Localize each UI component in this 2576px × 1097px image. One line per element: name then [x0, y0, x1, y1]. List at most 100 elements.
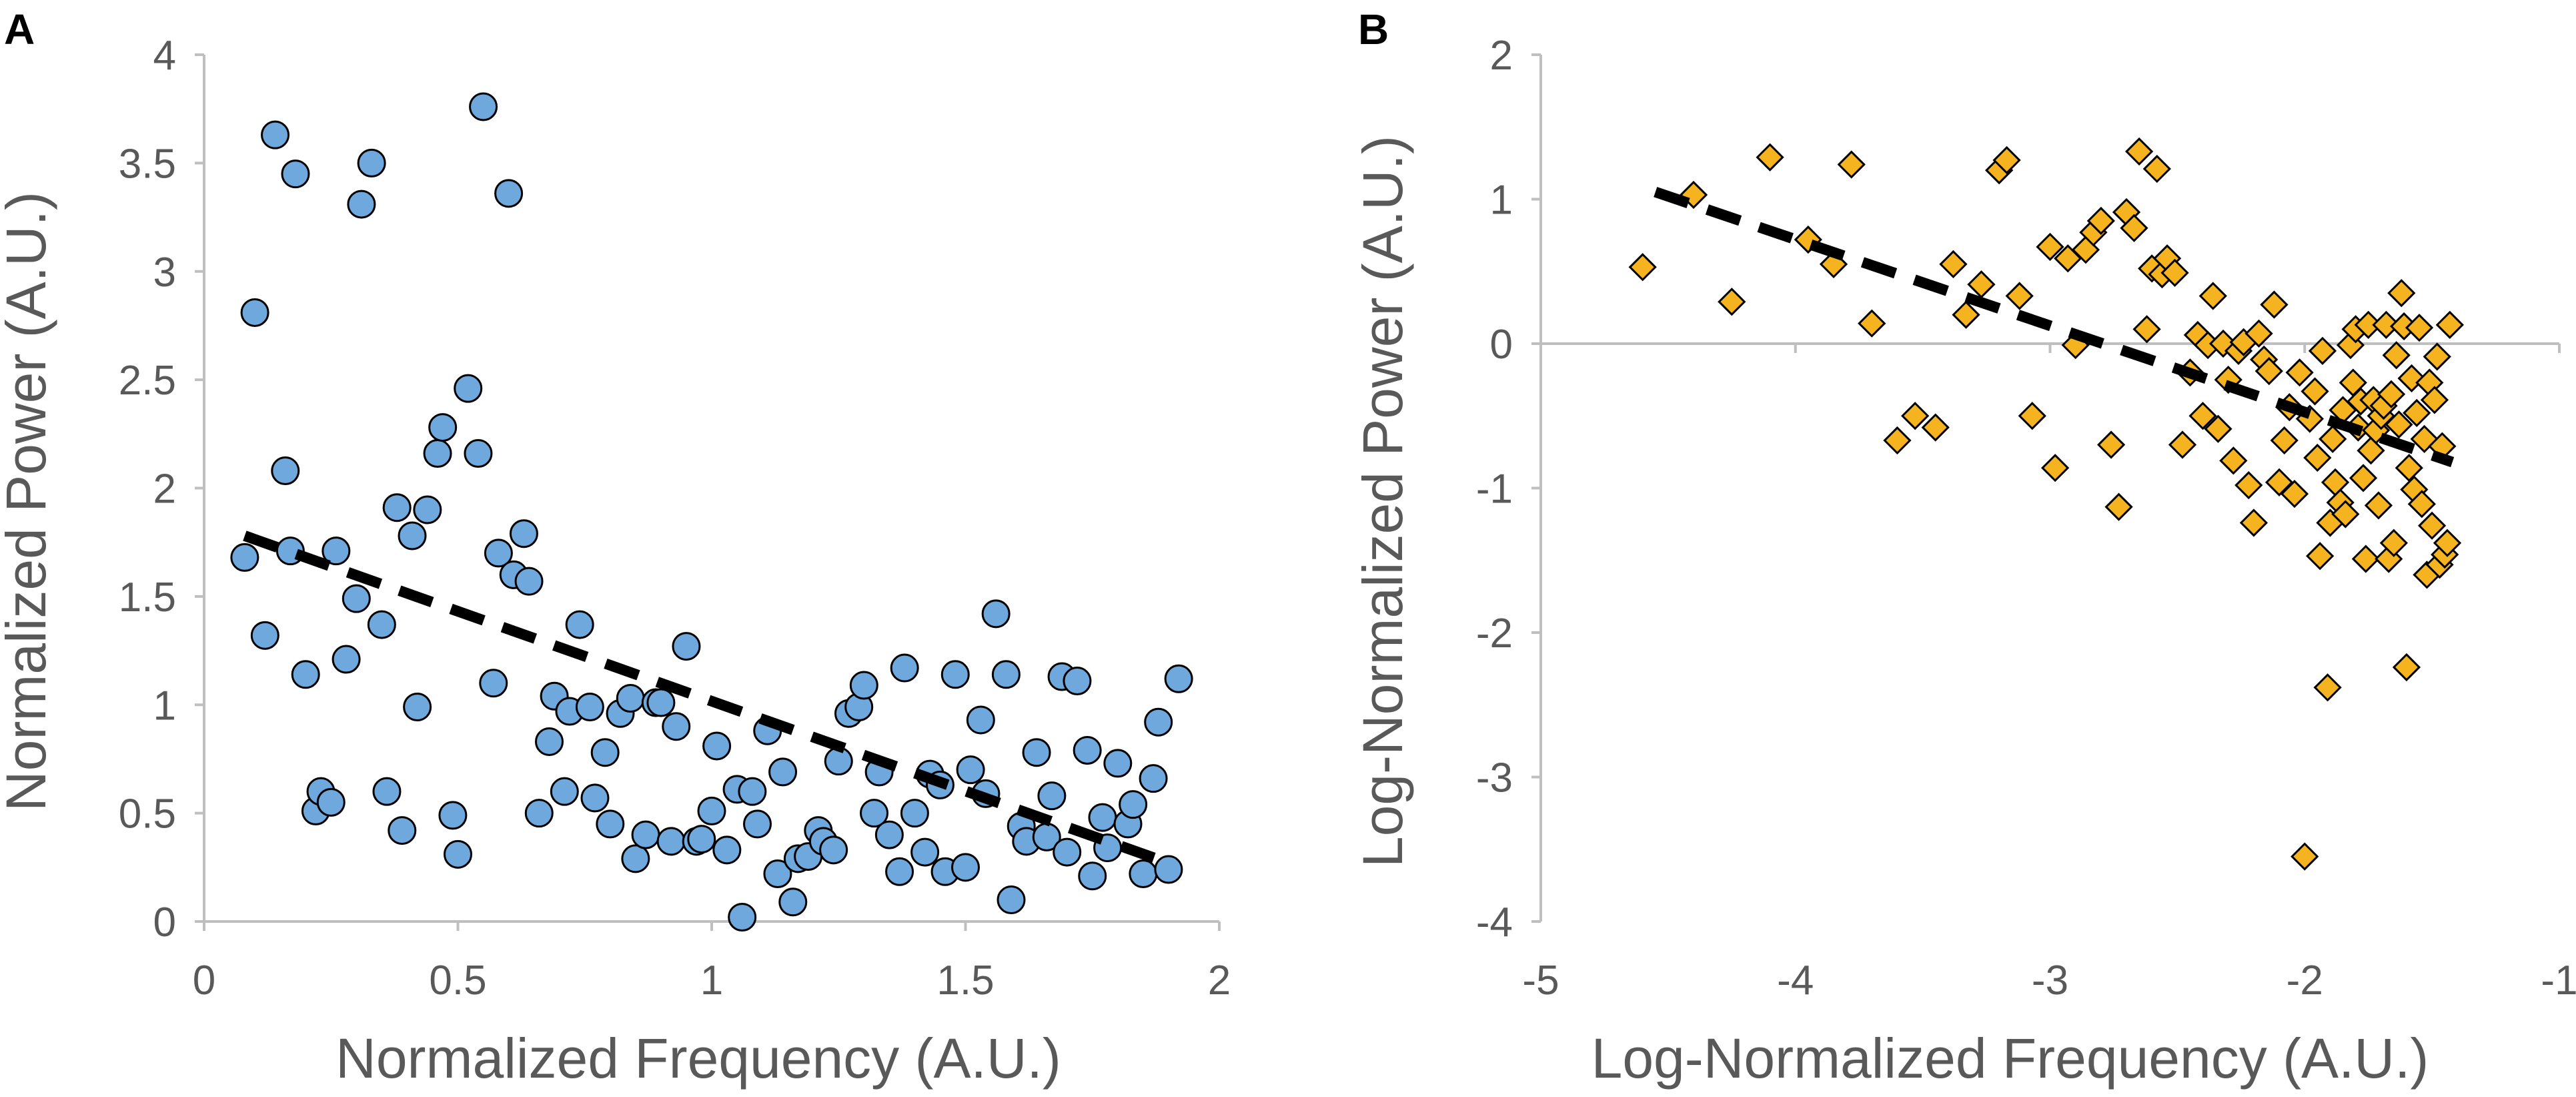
data-point [2280, 480, 2309, 508]
data-point [2423, 342, 2451, 371]
data-point [2285, 358, 2314, 387]
data-point [2382, 341, 2411, 370]
x-tick-label: 0.5 [429, 958, 486, 1004]
x-tick-label: 1 [700, 958, 723, 1004]
data-point [240, 298, 269, 327]
data-point [423, 439, 452, 468]
data-point [2377, 380, 2406, 408]
data-point [1053, 837, 1082, 867]
data-point [484, 538, 513, 568]
y-axis-title: Normalized Power (A.U.) [0, 192, 57, 811]
data-point [824, 747, 853, 776]
data-point [1901, 402, 1930, 430]
x-tick-label: -3 [2032, 958, 2068, 1004]
y-axis-title: Log-Normalized Power (A.U.) [1351, 135, 1414, 867]
data-point [524, 799, 554, 828]
data-point [697, 796, 726, 825]
data-point [444, 839, 472, 869]
data-point [900, 799, 929, 828]
y-tick-label: -1 [1476, 466, 1513, 512]
panel-label: A [4, 5, 35, 53]
data-point [2036, 232, 2064, 262]
y-tick-label: 1 [153, 683, 176, 729]
data-point [1921, 413, 1950, 442]
x-tick-label: -2 [2287, 958, 2323, 1004]
data-point [2313, 673, 2342, 702]
data-point [966, 705, 995, 735]
data-point [2372, 310, 2401, 339]
data-point [2265, 468, 2294, 496]
data-point [1952, 300, 1980, 329]
data-point [940, 660, 970, 689]
data-point [454, 374, 483, 403]
x-axis-title: Log-Normalized Frequency (A.U.) [1591, 1027, 2429, 1090]
data-point [2260, 290, 2289, 319]
data-point [550, 777, 579, 806]
data-point [388, 816, 417, 845]
y-tick-label: 2 [1490, 33, 1513, 79]
panel-label: B [1358, 5, 1389, 53]
data-point [230, 542, 259, 572]
data-point [2086, 206, 2115, 236]
data-point [2407, 490, 2436, 518]
data-point [281, 159, 310, 189]
data-point [2331, 500, 2360, 528]
y-tick-label: 0 [153, 899, 176, 946]
x-tick-label: -1 [2541, 958, 2576, 1004]
data-point [819, 835, 848, 865]
data-point [2041, 454, 2070, 482]
data-point [2301, 377, 2329, 406]
y-tick-label: 3.5 [119, 141, 176, 187]
data-point [494, 179, 524, 208]
data-point [1858, 309, 1886, 338]
data-point [910, 837, 940, 867]
data-point [2018, 402, 2046, 430]
data-point [2433, 528, 2462, 557]
data-point [656, 827, 686, 856]
data-point [1837, 150, 1866, 179]
data-point [2124, 137, 2154, 166]
data-point [438, 801, 468, 830]
data-point [2234, 471, 2263, 500]
data-point [956, 755, 985, 785]
data-point [2244, 319, 2273, 348]
data-point [742, 809, 772, 839]
data-point [1063, 667, 1092, 696]
data-point [1022, 738, 1051, 767]
data-point [768, 757, 798, 787]
data-point [1756, 143, 1784, 171]
data-point [951, 853, 980, 882]
y-tick-label: 3 [153, 250, 176, 296]
data-point [347, 190, 376, 219]
data-point [621, 844, 650, 873]
data-point [1139, 764, 1168, 793]
data-point [2321, 468, 2350, 496]
data-point [1103, 749, 1133, 778]
data-point [860, 799, 889, 828]
data-point [2219, 446, 2248, 475]
data-point [469, 92, 498, 121]
data-point [2364, 491, 2393, 520]
data-point [332, 645, 361, 674]
data-point [885, 857, 914, 886]
data-point [367, 610, 396, 639]
y-tick-label: -2 [1476, 611, 1513, 657]
data-point [261, 120, 290, 149]
data-point [687, 825, 716, 854]
data-point [728, 903, 757, 932]
data-point [2168, 430, 2197, 459]
data-point [2379, 528, 2408, 557]
data-point [2306, 542, 2335, 571]
data-point [2385, 410, 2413, 439]
data-point [1967, 270, 1996, 299]
data-point [616, 684, 645, 713]
data-point [1628, 253, 1657, 282]
data-point [2351, 544, 2380, 573]
data-point [2291, 842, 2319, 871]
data-point [981, 599, 1011, 629]
data-point [874, 820, 904, 849]
data-point [2303, 443, 2332, 472]
data-point [1144, 707, 1173, 737]
data-point [631, 820, 660, 849]
